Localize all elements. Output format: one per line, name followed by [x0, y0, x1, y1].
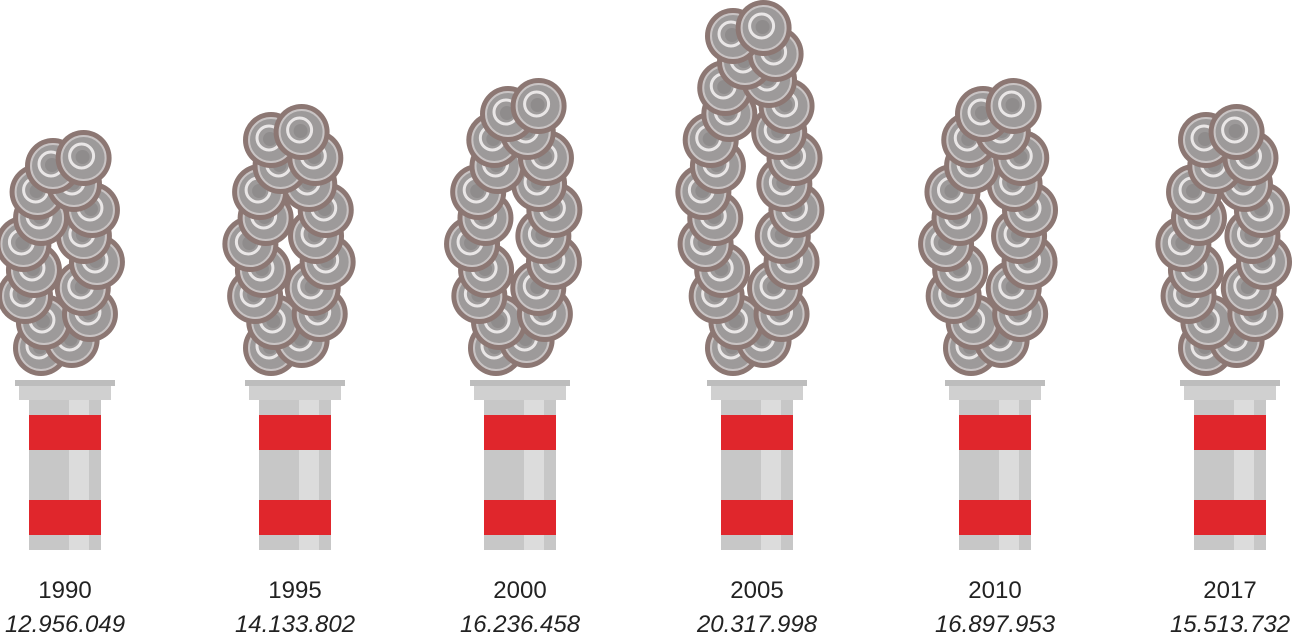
chimney-stripe: [484, 415, 556, 450]
smoke-puff-core: [975, 106, 989, 120]
smoke-puff-core: [75, 150, 90, 164]
chimney-stripe: [484, 500, 556, 535]
smoke-puff-core: [755, 20, 770, 34]
value-label: 16.897.953: [935, 611, 1056, 635]
category-label: 2000: [493, 577, 546, 604]
chimney-stripe: [1194, 500, 1266, 535]
value-label: 16.236.458: [460, 611, 581, 635]
chimney-stripe: [259, 415, 331, 450]
chimney-stripe: [959, 415, 1031, 450]
smoke-column: [675, 0, 825, 376]
chimney-cap-band: [1184, 386, 1276, 400]
chimney: [707, 380, 807, 550]
smoke-puff-core: [1198, 132, 1212, 146]
chimney-stripe: [721, 500, 793, 535]
value-label: 14.133.802: [235, 611, 355, 635]
smoke-puff-ring: [998, 90, 1026, 118]
chimney: [470, 380, 570, 550]
smoke-puff-core: [252, 184, 267, 198]
smoke-puff-core: [530, 98, 545, 112]
chimney-cap-band: [474, 386, 566, 400]
smoke-puff-ring: [748, 12, 776, 40]
smoke-puff-ring: [68, 142, 96, 170]
smoke-puff-core: [1228, 124, 1243, 138]
chimney-stripe: [29, 415, 101, 450]
smoke-column: [1155, 104, 1293, 376]
smoke-puff-core: [1186, 184, 1201, 198]
category-label: 1990: [38, 577, 91, 604]
smoke-column: [0, 130, 125, 376]
chimney-cap: [15, 380, 115, 386]
chimney: [245, 380, 345, 550]
smoke-puff-core: [263, 132, 277, 146]
chimney-stripe: [721, 415, 793, 450]
category-label: 2005: [730, 577, 783, 604]
chimney-cap-band: [19, 386, 111, 400]
chimney: [945, 380, 1045, 550]
value-label: 15.513.732: [1170, 611, 1290, 635]
chimney-cap: [1180, 380, 1280, 386]
chimney: [15, 380, 115, 550]
smoke-puff-ring: [523, 90, 551, 118]
category-label: 1995: [268, 577, 321, 604]
chimney: [1180, 380, 1280, 550]
chimney-stripe: [29, 500, 101, 535]
smoke-puff-core: [1005, 98, 1020, 112]
chimney-stripe: [959, 500, 1031, 535]
chimney-cap-band: [949, 386, 1041, 400]
smoke-puff-core: [293, 124, 308, 138]
value-label: 12.956.049: [5, 611, 125, 635]
smoke-puff-core: [725, 28, 739, 42]
chimney-cap-band: [249, 386, 341, 400]
category-label: 2010: [968, 577, 1021, 604]
category-label: 2017: [1203, 577, 1256, 604]
smoke-puff-ring: [286, 116, 314, 144]
value-label: 20.317.998: [696, 611, 818, 635]
smoke-column: [222, 104, 356, 376]
chimney-cap: [470, 380, 570, 386]
chimney-cap: [245, 380, 345, 386]
smoke-column: [444, 78, 583, 376]
smoke-column: [918, 78, 1059, 376]
chimney-stripe: [1194, 415, 1266, 450]
smoke-puff-ring: [1221, 116, 1249, 144]
chimney-cap: [707, 380, 807, 386]
chimney-cap: [945, 380, 1045, 386]
smoke-puff-core: [500, 106, 514, 120]
smoke-puff-core: [45, 158, 59, 172]
chimney-stripe: [259, 500, 331, 535]
chimney-cap-band: [711, 386, 803, 400]
